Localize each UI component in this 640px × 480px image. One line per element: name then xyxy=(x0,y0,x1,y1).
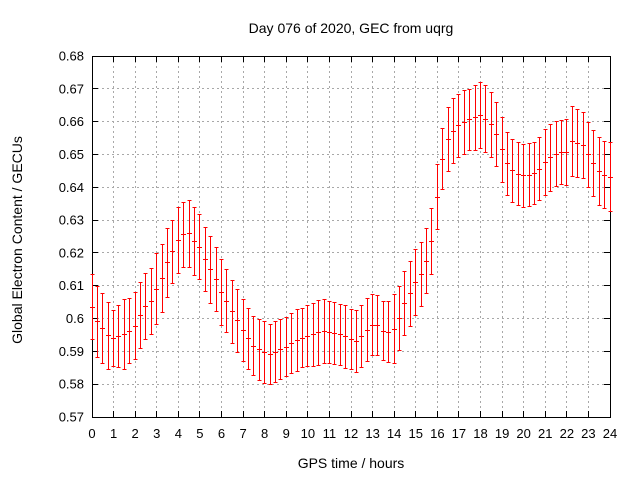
y-tick-label: 0.62 xyxy=(59,245,84,260)
x-tick-label: 18 xyxy=(473,426,487,441)
y-tick-label: 0.63 xyxy=(59,213,84,228)
x-tick-label: 6 xyxy=(218,426,225,441)
y-tick-label: 0.61 xyxy=(59,278,84,293)
x-tick-label: 24 xyxy=(603,426,617,441)
y-tick-label: 0.64 xyxy=(59,180,84,195)
error-bars-gec xyxy=(90,82,613,385)
y-tick-label: 0.59 xyxy=(59,344,84,359)
y-tick-label: 0.68 xyxy=(59,49,84,64)
x-tick-label: 10 xyxy=(301,426,315,441)
chart-title: Day 076 of 2020, GEC from uqrg xyxy=(248,20,454,36)
x-tick-label: 9 xyxy=(283,426,290,441)
y-tick-label: 0.58 xyxy=(59,377,84,392)
x-tick-label: 0 xyxy=(88,426,95,441)
y-tick-label: 0.57 xyxy=(59,410,84,425)
x-tick-label: 20 xyxy=(516,426,530,441)
x-tick-label: 22 xyxy=(560,426,574,441)
x-tick-label: 13 xyxy=(365,426,379,441)
y-tick-label: 0.6 xyxy=(66,311,84,326)
x-tick-label: 12 xyxy=(344,426,358,441)
x-tick-label: 11 xyxy=(323,426,337,441)
x-tick-label: 16 xyxy=(430,426,444,441)
x-tick-label: 4 xyxy=(175,426,182,441)
x-tick-label: 3 xyxy=(153,426,160,441)
y-tick-label: 0.67 xyxy=(59,81,84,96)
x-tick-label: 15 xyxy=(409,426,423,441)
x-tick-label: 7 xyxy=(239,426,246,441)
x-tick-label: 5 xyxy=(196,426,203,441)
x-axis-label: GPS time / hours xyxy=(297,455,405,471)
x-tick-label: 21 xyxy=(538,426,552,441)
axis-ticks xyxy=(92,56,611,418)
x-tick-label: 23 xyxy=(581,426,595,441)
y-tick-label: 0.66 xyxy=(59,114,84,129)
y-tick-label: 0.65 xyxy=(59,147,84,162)
x-tick-label: 2 xyxy=(132,426,139,441)
y-axis-label: Global Electron Content / GECUs xyxy=(9,136,25,344)
x-tick-label: 14 xyxy=(387,426,401,441)
x-tick-label: 19 xyxy=(495,426,509,441)
x-tick-label: 1 xyxy=(110,426,117,441)
x-tick-label: 8 xyxy=(261,426,268,441)
x-tick-label: 17 xyxy=(452,426,466,441)
